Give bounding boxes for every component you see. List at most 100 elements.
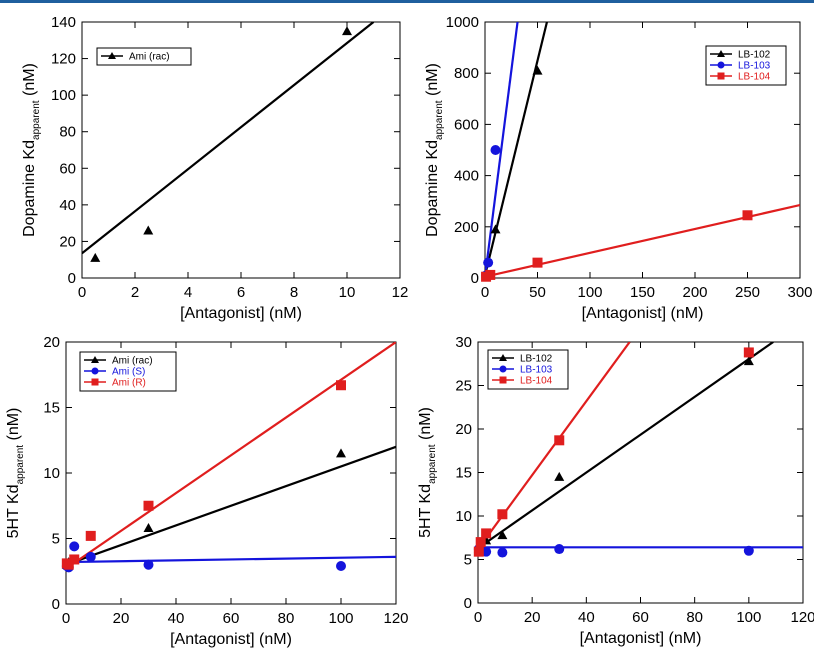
x-tick-label: 40 xyxy=(578,609,595,626)
data-point-circle xyxy=(336,561,346,572)
legend-label: LB-104 xyxy=(738,72,771,83)
data-point-circle xyxy=(85,551,96,562)
x-tick-label: 250 xyxy=(735,284,760,301)
data-point-square xyxy=(475,537,486,548)
fit-line xyxy=(66,342,396,570)
plot-area xyxy=(66,342,396,570)
data-point-square xyxy=(473,546,484,557)
x-tick-label: 80 xyxy=(278,610,295,627)
x-tick-label: 120 xyxy=(790,609,814,626)
y-tick-label: 0 xyxy=(471,270,479,287)
x-tick-label: 200 xyxy=(682,284,707,301)
fit-line xyxy=(485,22,519,277)
legend-label: LB-103 xyxy=(738,61,771,72)
legend-marker xyxy=(499,376,507,384)
data-point-square xyxy=(336,380,346,391)
x-tick-label: 0 xyxy=(78,284,86,301)
y-tick-label: 25 xyxy=(455,378,472,395)
y-tick-label: 10 xyxy=(455,508,472,525)
x-tick-label: 100 xyxy=(736,609,761,626)
y-tick-label: 40 xyxy=(59,197,76,214)
data-point-triangle xyxy=(497,530,508,540)
x-tick-label: 40 xyxy=(168,610,185,627)
data-point-square xyxy=(742,210,753,221)
data-point-triangle xyxy=(336,448,346,458)
legend-marker xyxy=(91,378,99,386)
x-tick-label: 0 xyxy=(62,610,70,627)
x-axis-label: [Antagonist] (nM) xyxy=(180,305,302,322)
fit-line xyxy=(66,555,396,564)
x-tick-label: 20 xyxy=(524,609,541,626)
legend-label: LB-104 xyxy=(520,376,553,387)
data-point-triangle xyxy=(554,471,565,481)
legend-label: LB-103 xyxy=(520,365,553,376)
x-tick-label: 2 xyxy=(131,284,139,301)
y-tick-label: 400 xyxy=(454,168,479,185)
fit-line xyxy=(478,342,774,550)
fit-line xyxy=(485,203,800,278)
data-point-circle xyxy=(69,541,80,552)
data-point-square xyxy=(497,509,508,520)
data-point-triangle xyxy=(90,252,101,262)
y-tick-label: 20 xyxy=(59,233,76,250)
data-point-circle xyxy=(490,145,501,155)
header-bar xyxy=(0,0,814,3)
legend-box xyxy=(96,47,192,66)
y-tick-label: 30 xyxy=(455,334,472,351)
data-point-triangle xyxy=(532,65,543,75)
chart-panel-5ht-lb: 0 20 40 60 80 100 120 0 5 10 15 20 25 30 [Antagonist] … xyxy=(417,334,814,647)
data-point-triangle xyxy=(743,356,754,366)
data-point-circle xyxy=(497,547,508,558)
data-point-square xyxy=(63,559,74,570)
x-tick-label: 100 xyxy=(328,610,353,627)
legend-label: Ami (rac) xyxy=(112,356,153,367)
legend-marker xyxy=(91,367,99,375)
y-tick-label: 15 xyxy=(43,400,60,417)
y-axis-label: 5HT Kdapparent (nM) xyxy=(417,407,438,538)
data-point-square xyxy=(69,554,80,565)
data-point-triangle xyxy=(143,523,154,533)
x-tick-label: 4 xyxy=(184,284,192,301)
data-point-square xyxy=(143,500,154,511)
y-axis-label: Dopamine Kdapparent (nM) xyxy=(424,63,445,237)
legend-label: LB-102 xyxy=(520,354,553,365)
y-tick-label: 200 xyxy=(454,219,479,236)
legend-marker xyxy=(717,50,725,57)
x-tick-label: 20 xyxy=(113,610,130,627)
y-axis-label: 5HT Kdapparent (nM) xyxy=(5,408,26,539)
y-tick-label: 15 xyxy=(455,465,472,482)
legend-marker xyxy=(717,72,725,80)
y-tick-label: 0 xyxy=(68,270,76,287)
data-point-circle xyxy=(143,559,154,570)
fit-line xyxy=(82,22,375,255)
y-tick-label: 0 xyxy=(52,596,60,613)
data-point-circle xyxy=(554,544,565,555)
y-tick-label: 120 xyxy=(51,51,76,68)
legend-label: LB-102 xyxy=(738,50,771,61)
y-tick-label: 60 xyxy=(59,160,76,177)
legend-label: Ami (S) xyxy=(112,367,145,378)
chart-panel-dopamine-ami: 0 2 4 6 8 10 12020406080100120140[Antagonist] … xyxy=(21,14,408,322)
plot-area xyxy=(82,22,375,255)
y-tick-label: 20 xyxy=(455,421,472,438)
y-tick-label: 100 xyxy=(51,87,76,104)
legend-label: Ami (rac) xyxy=(129,52,170,63)
legend-marker xyxy=(91,356,99,363)
x-tick-label: 50 xyxy=(529,284,546,301)
y-tick-label: 800 xyxy=(454,65,479,82)
data-point-circle xyxy=(743,545,754,556)
data-point-square xyxy=(481,528,492,539)
fit-line xyxy=(66,445,396,566)
x-tick-label: 0 xyxy=(481,284,489,301)
y-tick-label: 20 xyxy=(43,334,60,351)
data-point-square xyxy=(85,530,96,541)
x-tick-label: 150 xyxy=(630,284,655,301)
x-axis-label: [Antagonist] (nM) xyxy=(580,630,702,647)
data-point-triangle xyxy=(342,26,352,36)
x-axis-label: [Antagonist] (nM) xyxy=(582,305,704,322)
legend-marker xyxy=(499,365,507,373)
data-point-square xyxy=(532,257,543,268)
x-tick-label: 0 xyxy=(474,609,482,626)
x-tick-label: 120 xyxy=(383,610,408,627)
legend-marker xyxy=(499,354,507,361)
